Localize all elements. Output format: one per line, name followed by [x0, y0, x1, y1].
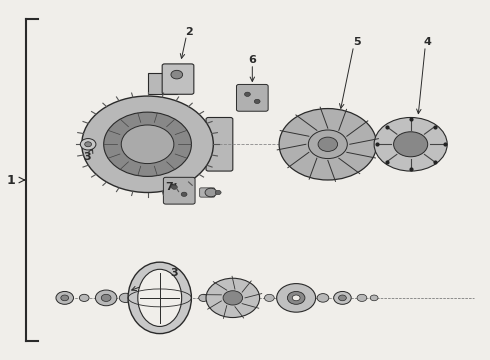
Circle shape: [172, 185, 177, 189]
Circle shape: [334, 292, 351, 304]
Circle shape: [370, 295, 378, 301]
FancyBboxPatch shape: [200, 188, 215, 197]
Circle shape: [171, 70, 183, 79]
Text: 6: 6: [248, 55, 256, 65]
Circle shape: [82, 96, 213, 193]
FancyBboxPatch shape: [237, 85, 268, 111]
Circle shape: [374, 117, 447, 171]
Text: 7: 7: [166, 182, 173, 192]
Circle shape: [317, 294, 329, 302]
Circle shape: [119, 293, 132, 302]
Circle shape: [215, 190, 221, 195]
Circle shape: [318, 137, 338, 152]
Circle shape: [265, 294, 274, 301]
Circle shape: [277, 284, 316, 312]
Text: 5: 5: [353, 37, 361, 48]
Text: 3: 3: [83, 152, 91, 162]
Circle shape: [245, 92, 250, 96]
Circle shape: [205, 188, 217, 197]
Text: 3: 3: [171, 268, 178, 278]
Circle shape: [101, 294, 111, 301]
Circle shape: [223, 291, 243, 305]
Text: 4: 4: [424, 37, 432, 48]
Circle shape: [56, 292, 74, 304]
Circle shape: [339, 295, 346, 301]
Text: 2: 2: [185, 27, 193, 37]
Circle shape: [393, 132, 428, 157]
Circle shape: [104, 112, 192, 176]
Polygon shape: [147, 73, 187, 94]
Circle shape: [96, 290, 117, 306]
Circle shape: [206, 278, 260, 318]
Circle shape: [292, 295, 300, 301]
Circle shape: [357, 294, 367, 301]
Circle shape: [288, 292, 305, 304]
Circle shape: [80, 139, 96, 150]
FancyBboxPatch shape: [206, 117, 233, 171]
Circle shape: [121, 125, 174, 163]
Circle shape: [181, 192, 187, 197]
FancyBboxPatch shape: [162, 64, 194, 94]
Ellipse shape: [128, 262, 192, 334]
Circle shape: [308, 130, 347, 158]
FancyBboxPatch shape: [163, 177, 195, 204]
Circle shape: [199, 294, 208, 301]
Circle shape: [279, 109, 376, 180]
Circle shape: [61, 295, 69, 301]
Text: 1: 1: [7, 174, 16, 186]
Circle shape: [254, 99, 260, 104]
Ellipse shape: [138, 269, 182, 327]
Circle shape: [85, 142, 92, 147]
Circle shape: [79, 294, 89, 301]
